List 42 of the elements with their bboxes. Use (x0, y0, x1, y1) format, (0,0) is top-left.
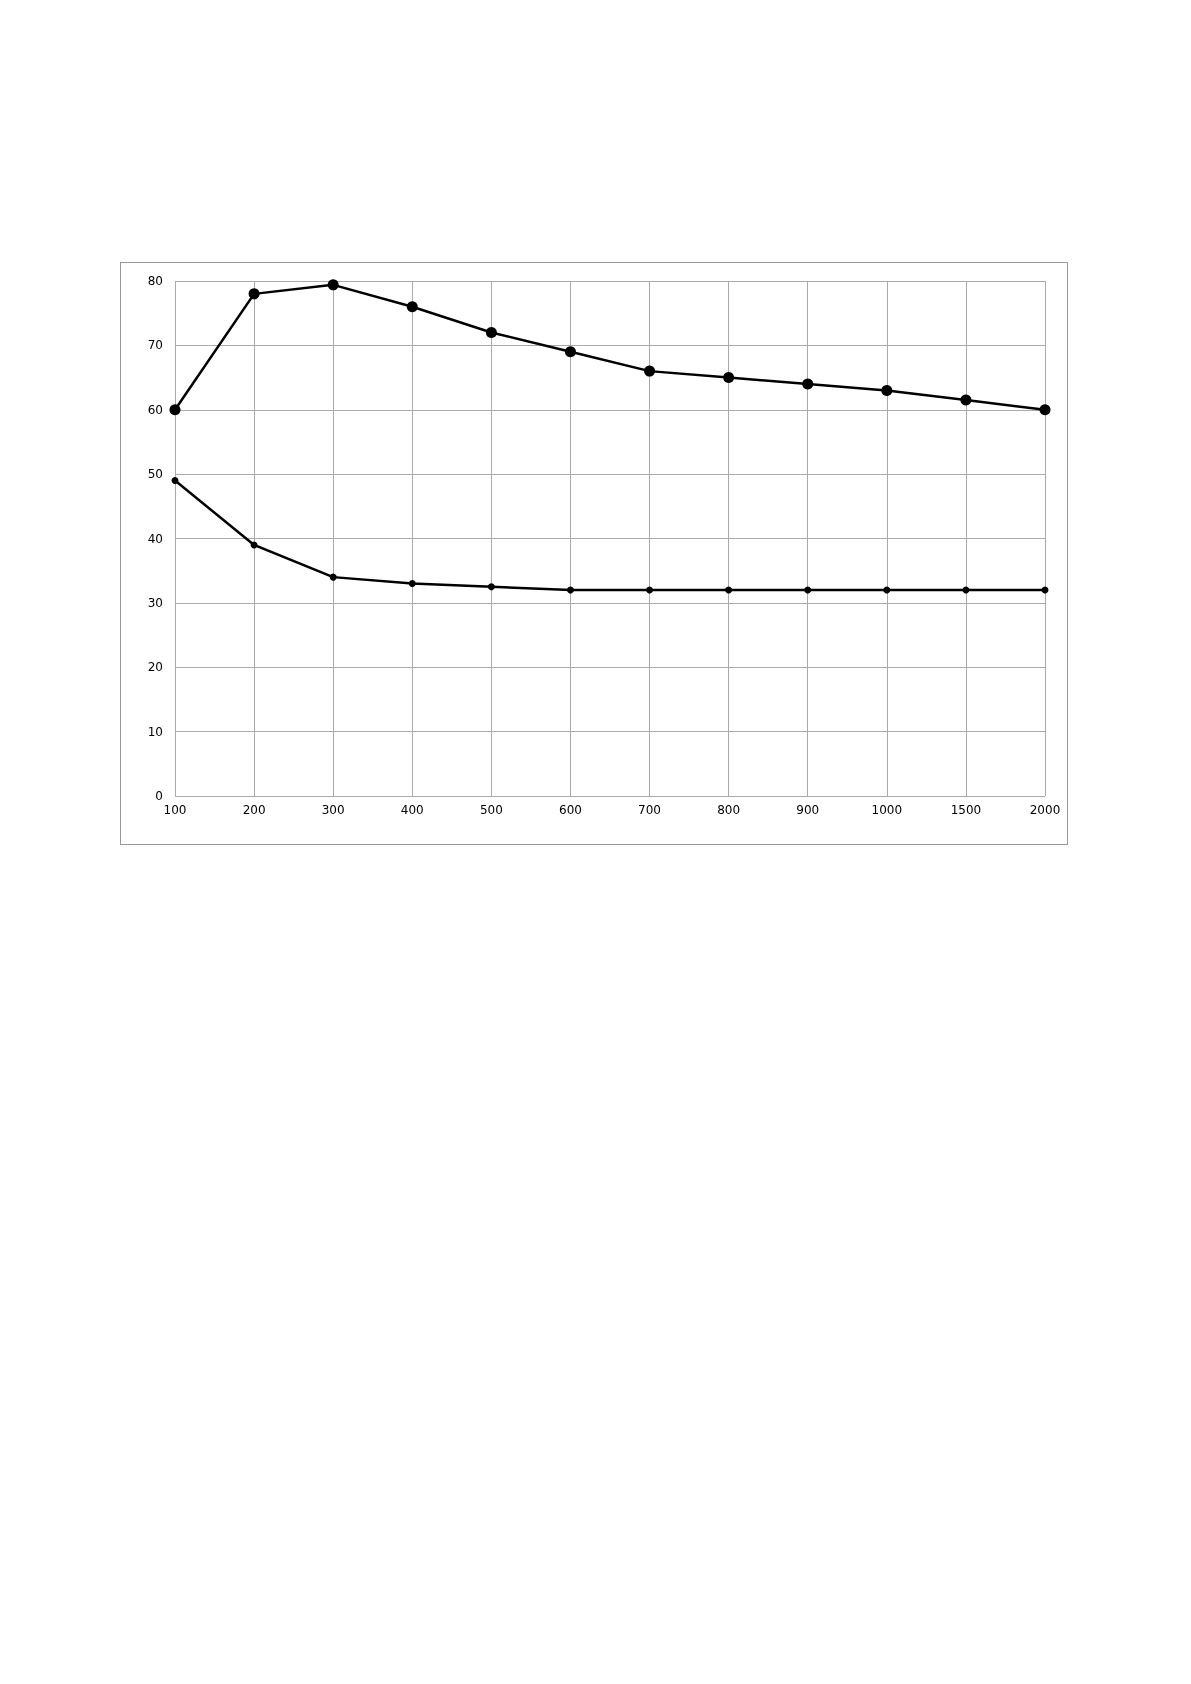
point (883, 586, 891, 594)
x-tick-label: 800 (717, 803, 741, 817)
x-tick-label: 1500 (950, 803, 982, 817)
y-tick-label: 70 (147, 338, 163, 353)
point (646, 586, 654, 594)
point (327, 279, 339, 291)
y-tick-label: 80 (147, 274, 163, 288)
point (406, 301, 418, 313)
y-tick-label: 10 (147, 724, 163, 739)
point (408, 580, 416, 588)
point (566, 586, 574, 594)
y-tick-label: 30 (147, 595, 163, 610)
point (171, 477, 179, 485)
point (248, 288, 260, 300)
point (1039, 404, 1051, 416)
point (644, 365, 656, 377)
point (564, 346, 576, 358)
x-tick-label: 1000 (871, 803, 903, 817)
x-tick-label: 700 (638, 803, 661, 817)
x-tick-label: 400 (400, 803, 424, 817)
x-tick-label: 500 (479, 803, 503, 817)
point (485, 327, 497, 338)
x-tick-label: 900 (796, 803, 820, 817)
y-tick-label: 50 (147, 467, 163, 482)
point (725, 586, 733, 594)
point (960, 394, 972, 406)
point (487, 583, 495, 591)
x-tick-label: 2000 (1029, 803, 1061, 817)
point (329, 573, 337, 581)
point (881, 384, 893, 396)
y-tick-label: 40 (147, 531, 163, 546)
y-tick-label: 60 (147, 402, 163, 417)
y-tick-label: 20 (147, 660, 163, 675)
x-tick-label: 200 (242, 803, 266, 817)
point (804, 586, 812, 594)
point (723, 372, 735, 384)
point (802, 378, 814, 390)
point (169, 404, 181, 416)
x-tick-label: 300 (321, 803, 345, 817)
y-tick-label: 0 (155, 789, 163, 803)
x-tick-label: 600 (559, 803, 582, 817)
x-tick-label: 100 (163, 803, 187, 817)
